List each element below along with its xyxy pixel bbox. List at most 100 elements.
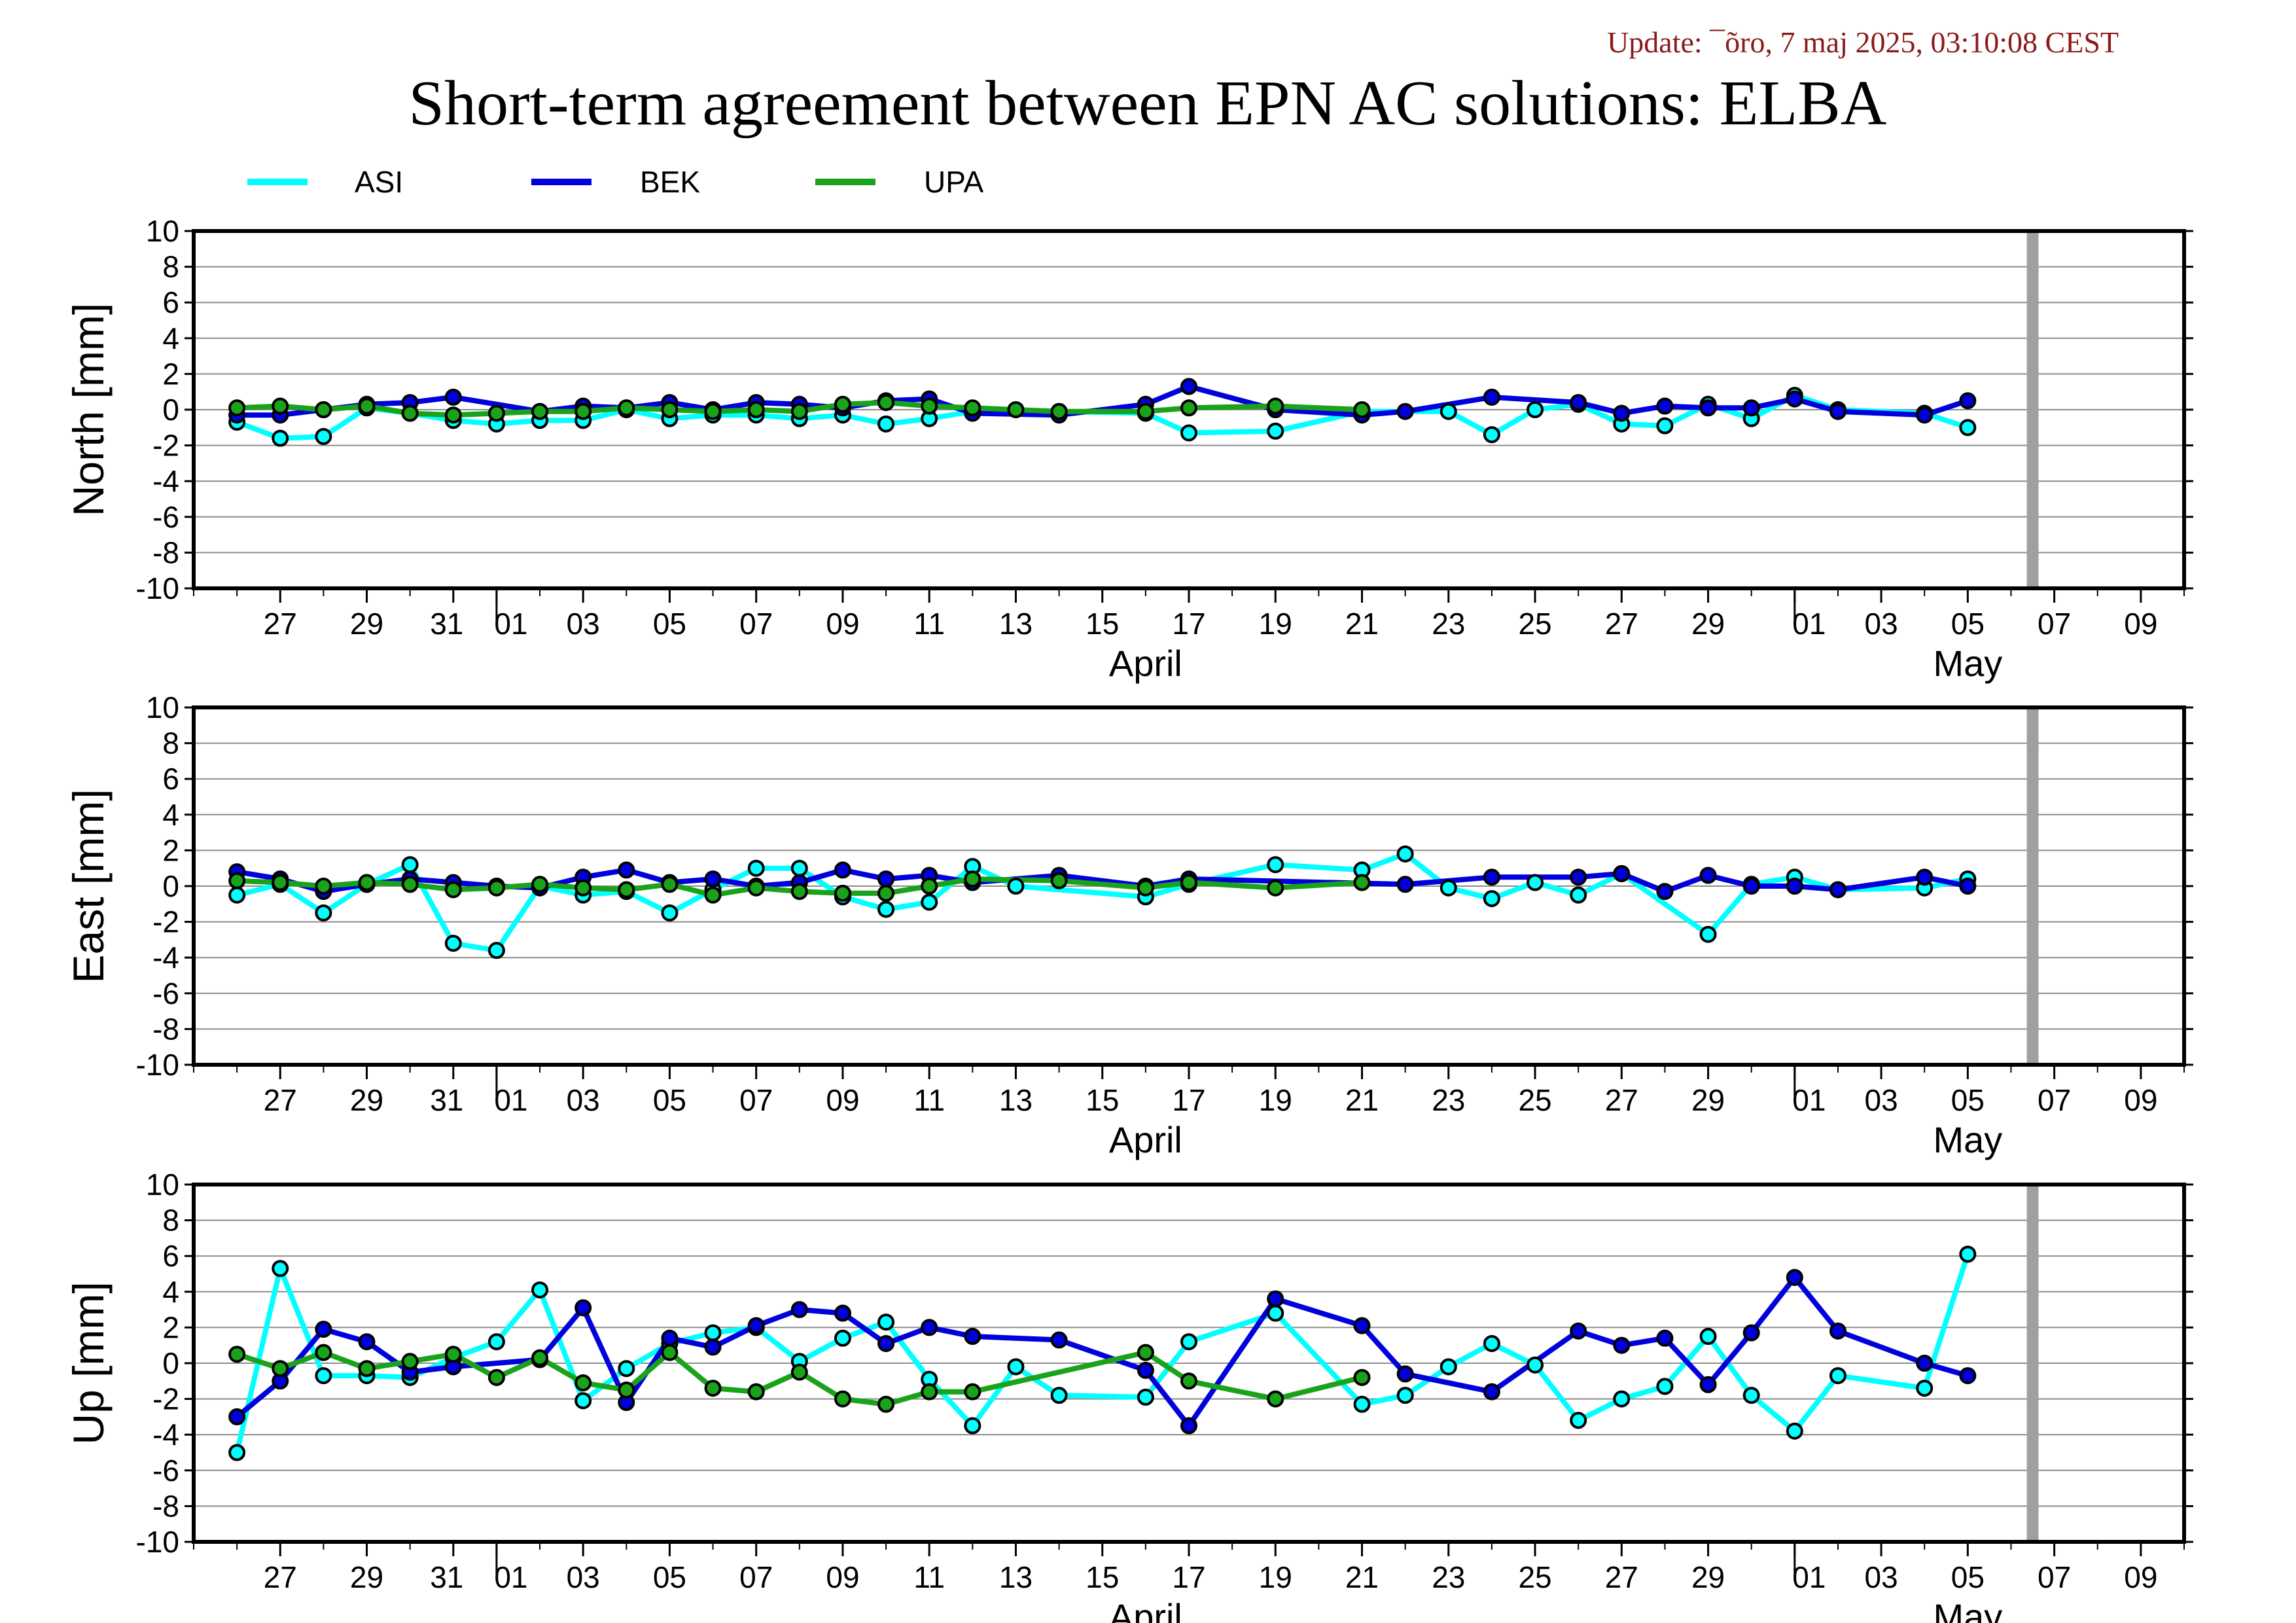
data-point-asi [272,1260,289,1277]
data-point-bek [704,870,722,888]
data-point-asi [228,886,246,904]
data-point-upa [834,395,851,413]
y-tick-label: 10 [146,690,179,724]
data-point-bek [1570,394,1587,412]
data-point-upa [1137,879,1154,897]
current-date-marker [2026,1185,2039,1542]
data-point-bek [1267,1290,1284,1308]
data-point-asi [877,415,895,433]
data-point-asi [1959,419,1977,437]
x-tick-label: 23 [1432,1083,1465,1117]
plot-frame [192,705,2186,1067]
x-tick-label: 25 [1518,1560,1551,1594]
y-tick-label: -6 [152,1454,179,1488]
y-tick-label: -6 [152,976,179,1010]
data-point-bek [1916,406,1934,424]
month-label-april: April [1109,643,1182,684]
y-tick-label: 4 [162,798,179,832]
data-point-asi [1267,856,1284,874]
data-point-bek [574,1299,592,1317]
data-point-upa [790,1363,808,1381]
x-tick-label: 13 [999,607,1033,641]
legend-label-asi: ASI [355,165,403,199]
data-point-asi [964,1417,981,1435]
data-point-asi [1656,417,1674,435]
y-tick-label: -4 [152,940,179,974]
y-tick-label: -4 [152,464,179,498]
x-tick-label: 29 [350,607,383,641]
x-tick-label: 01 [494,1083,527,1117]
y-tick-label: 2 [162,357,179,391]
data-point-upa [790,402,808,420]
data-point-upa [487,404,505,422]
data-point-bek [1829,402,1846,420]
y-tick-label: 8 [162,1204,179,1238]
data-point-bek [1959,1367,1977,1385]
data-point-upa [444,406,462,424]
data-point-bek [1570,1322,1587,1340]
data-point-bek [1613,865,1631,882]
x-tick-label: 31 [430,607,463,641]
y-tick-label: 10 [146,1168,179,1202]
x-tick-label: 21 [1345,1560,1379,1594]
data-point-upa [401,1353,419,1370]
x-tick-label: 07 [739,607,773,641]
data-point-upa [228,1346,246,1363]
data-point-upa [964,1383,981,1400]
data-point-bek [964,1328,981,1346]
x-tick-label: 19 [1259,607,1292,641]
y-tick-label: -10 [136,1525,179,1559]
y-axis-label: Up [mm] [64,1281,113,1444]
data-point-upa [228,872,246,889]
x-tick-label: 27 [1605,607,1638,641]
y-tick-label: 8 [162,726,179,760]
data-point-asi [1527,1356,1544,1374]
data-point-asi [1959,1245,1977,1263]
y-tick-label: -2 [152,429,179,463]
data-point-bek [704,1338,722,1356]
month-label-may: May [1933,1119,2002,1160]
data-point-upa [531,1349,549,1366]
data-point-asi [531,1281,549,1299]
legend: ASI BEK UPA [247,165,983,199]
x-tick-label: 05 [1951,1083,1985,1117]
data-point-upa [747,1383,765,1400]
data-point-bek [877,870,895,888]
x-tick-label: 23 [1432,607,1465,641]
data-point-asi [1180,424,1197,442]
data-point-upa [747,879,765,897]
data-point-asi [1007,1358,1025,1376]
data-point-bek [1396,1365,1414,1383]
x-tick-label: 21 [1345,607,1379,641]
x-tick-label: 07 [2038,1560,2071,1594]
data-point-asi [877,901,895,918]
x-tick-label: 07 [2038,1083,2071,1117]
data-point-upa [618,399,635,417]
data-point-bek [1353,1317,1371,1334]
data-point-asi [1439,1358,1457,1376]
data-point-bek [1699,866,1717,884]
data-point-upa [531,402,549,420]
y-axis-label: East [mm] [64,789,113,983]
x-tick-label: 03 [1865,607,1898,641]
data-point-upa [272,1360,289,1378]
x-tick-label: 09 [826,1560,859,1594]
data-point-bek [1483,868,1500,886]
data-point-bek [661,1329,679,1347]
data-point-asi [1570,1412,1587,1429]
data-point-upa [272,874,289,891]
x-tick-label: 05 [653,1083,686,1117]
data-point-upa [401,404,419,422]
data-point-bek [1699,1376,1717,1393]
data-point-asi [487,1333,505,1351]
data-point-upa [661,1344,679,1361]
y-tick-label: 0 [162,393,179,427]
x-tick-label: 29 [1691,1560,1725,1594]
data-point-upa [487,1368,505,1386]
y-tick-label: 10 [146,214,179,248]
x-tick-label: 15 [1086,1083,1119,1117]
data-point-upa [877,1395,895,1413]
data-point-bek [228,1408,246,1425]
x-tick-label: 31 [430,1083,463,1117]
data-point-upa [747,401,765,418]
